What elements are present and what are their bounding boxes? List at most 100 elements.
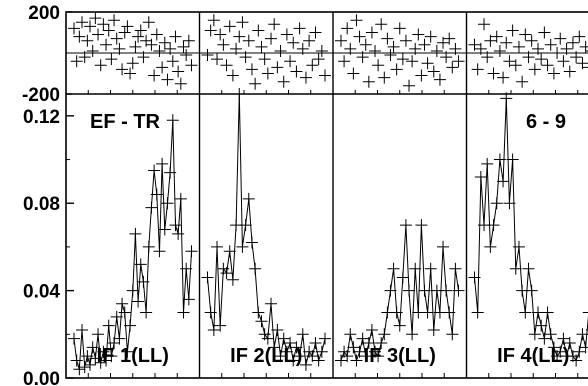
amp-point — [393, 319, 406, 332]
amp-point — [403, 284, 416, 297]
phase-point — [369, 44, 382, 57]
phase-point — [356, 51, 369, 64]
amp-point — [118, 306, 131, 319]
amp-point — [299, 358, 312, 371]
phase-point — [255, 40, 268, 53]
amp-point — [544, 328, 557, 341]
amp-point — [396, 271, 409, 284]
phase-point — [365, 26, 378, 39]
amp-point — [487, 219, 500, 232]
amp-point — [129, 227, 142, 240]
amp-point — [92, 328, 105, 341]
amp-point — [468, 271, 481, 284]
phase-point — [362, 75, 375, 88]
amp-point — [110, 310, 123, 323]
phase-point — [509, 59, 522, 72]
phase-point — [166, 55, 179, 68]
amp-point — [223, 245, 236, 258]
phase-point — [214, 28, 227, 41]
amp-point — [350, 354, 363, 367]
amp-tick-label: 0.00 — [23, 369, 60, 386]
amp-point — [409, 262, 422, 275]
phase-point — [156, 61, 169, 74]
phase-point — [541, 59, 554, 72]
amp-point — [557, 332, 570, 345]
phase-point — [554, 32, 567, 45]
amp-point — [481, 157, 494, 170]
amp-point — [145, 201, 158, 214]
phase-point — [566, 36, 579, 49]
phase-point — [315, 44, 328, 57]
amp-point — [73, 363, 86, 376]
phase-point — [239, 51, 252, 64]
amp-point — [427, 323, 440, 336]
amp-point — [255, 315, 268, 328]
amp-point — [113, 332, 126, 345]
phase-point — [471, 63, 484, 76]
amp-point — [418, 284, 431, 297]
amp-point — [296, 328, 309, 341]
amp-point — [528, 328, 541, 341]
phase-point — [116, 63, 129, 76]
phase-point — [245, 63, 258, 76]
panel-label: IF 3(LL) — [364, 345, 436, 367]
phase-point — [418, 38, 431, 51]
amp-point — [415, 219, 428, 232]
amp-point — [81, 350, 94, 363]
amp-point — [148, 164, 161, 177]
amp-point — [156, 157, 169, 170]
amp-point — [535, 319, 548, 332]
phase-point — [185, 59, 198, 72]
phase-point — [211, 53, 224, 66]
phase-point — [347, 67, 360, 80]
amp-point — [94, 356, 107, 369]
amp-point — [344, 328, 357, 341]
phase-point — [503, 55, 516, 68]
phase-point — [284, 55, 297, 68]
amp-point — [277, 332, 290, 345]
phase-point — [338, 55, 351, 68]
phase-point — [409, 42, 422, 55]
phase-point — [265, 32, 278, 45]
amp-point — [164, 166, 177, 179]
phase-point — [303, 34, 316, 47]
phase-point — [108, 14, 121, 27]
phase-point — [532, 42, 545, 55]
phase-points — [68, 12, 588, 92]
amp-point — [390, 306, 403, 319]
amp-point — [547, 341, 560, 354]
amp-point — [287, 354, 300, 367]
phase-point — [261, 67, 274, 80]
phase-point — [132, 30, 145, 43]
annotation-range: 6 - 9 — [526, 111, 566, 133]
phase-point — [81, 34, 94, 47]
phase-point — [440, 51, 453, 64]
amp-point — [493, 153, 506, 166]
phase-point — [207, 14, 220, 27]
amp-point — [97, 345, 110, 358]
phase-point — [89, 12, 102, 25]
phase-point — [296, 42, 309, 55]
amp-point — [153, 245, 166, 258]
phase-point — [421, 57, 434, 70]
amp-tick-label: 0.08 — [23, 194, 60, 215]
amp-point — [421, 306, 434, 319]
phase-point — [268, 18, 281, 31]
amp-point — [134, 258, 147, 271]
phase-tick-label: -200 — [22, 85, 60, 106]
phase-point — [484, 34, 497, 47]
amp-point — [177, 306, 190, 319]
phase-point — [433, 73, 446, 86]
amp-point — [525, 284, 538, 297]
amp-point — [261, 332, 274, 345]
amp-point — [378, 328, 391, 341]
phase-point — [161, 73, 174, 86]
phase-point — [124, 67, 137, 80]
phase-point — [258, 53, 271, 66]
phase-point — [204, 24, 217, 37]
phase-point — [399, 34, 412, 47]
amp-point — [280, 345, 293, 358]
amp-point — [174, 192, 187, 205]
phase-point — [174, 77, 187, 90]
